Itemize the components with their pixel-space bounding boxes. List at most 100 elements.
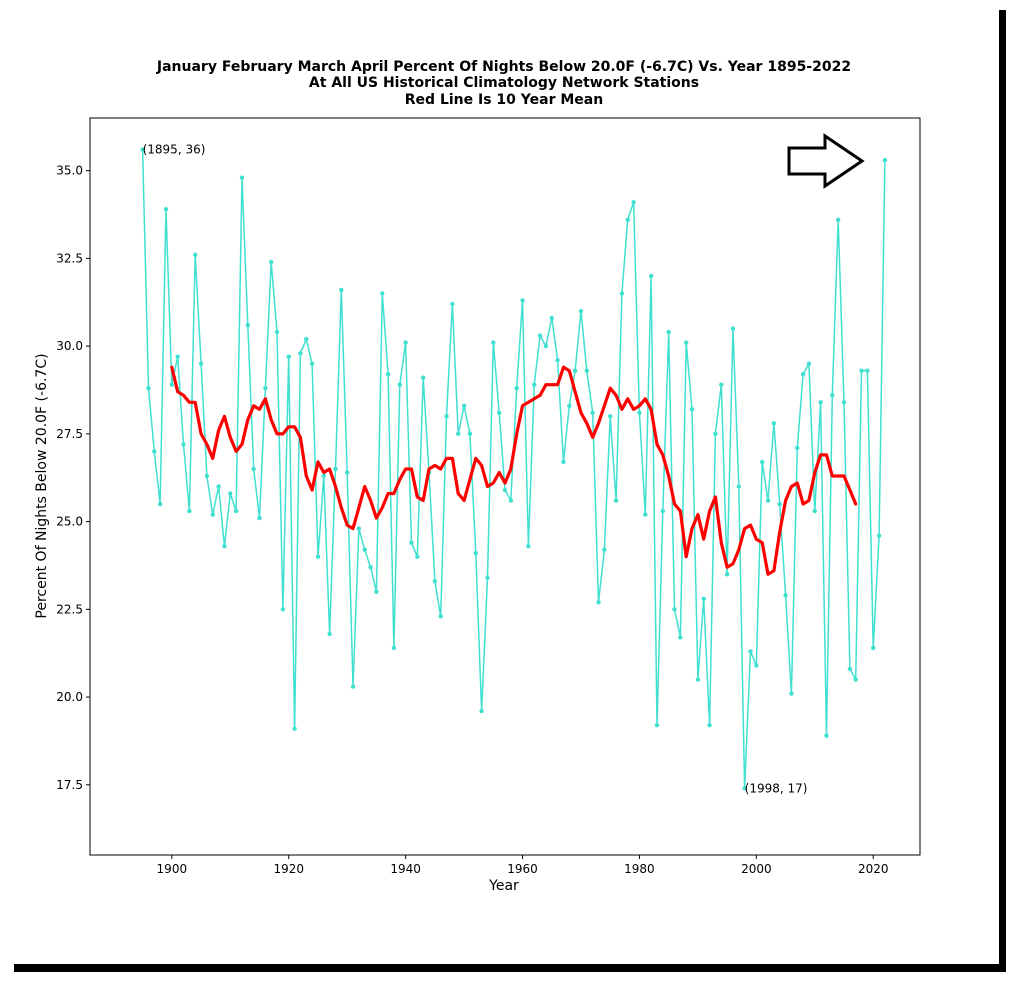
data-point xyxy=(871,645,876,651)
data-point xyxy=(526,543,531,549)
data-point xyxy=(415,554,420,559)
chart-title-line-2: At All US Historical Climatology Network… xyxy=(309,75,699,91)
data-point xyxy=(742,786,747,791)
data-point xyxy=(327,631,332,637)
x-axis: 1900 1920 1940 1960 1980 2000 2020 xyxy=(157,855,889,876)
data-point xyxy=(456,431,461,437)
data-point xyxy=(830,393,835,398)
data-point xyxy=(666,329,671,335)
data-point xyxy=(701,596,706,602)
data-point xyxy=(339,287,344,293)
data-point xyxy=(689,407,695,412)
data-point xyxy=(473,550,478,556)
data-point xyxy=(397,382,402,387)
data-point xyxy=(321,473,327,479)
y-axis-label: Percent Of Nights Below 20.0F (-6.7C) xyxy=(34,353,50,618)
data-point xyxy=(719,382,724,387)
data-point xyxy=(683,340,689,345)
data-point xyxy=(292,726,297,731)
data-point xyxy=(572,368,578,373)
ten-year-mean-line xyxy=(170,365,858,576)
data-point xyxy=(637,410,642,415)
data-point xyxy=(409,540,414,545)
data-point xyxy=(268,259,274,265)
data-point xyxy=(648,273,654,279)
x-tick-label: 1980 xyxy=(624,862,655,876)
data-point xyxy=(631,200,636,205)
data-point xyxy=(333,466,338,472)
data-point xyxy=(163,207,169,212)
data-point xyxy=(654,722,660,728)
data-point xyxy=(713,431,718,437)
data-point xyxy=(602,547,607,552)
data-point xyxy=(496,410,502,415)
data-point xyxy=(251,466,256,472)
data-point xyxy=(344,470,350,475)
data-point xyxy=(847,666,853,672)
data-point xyxy=(707,722,712,728)
y-tick-label: 27.5 xyxy=(56,427,83,441)
data-point xyxy=(759,459,765,465)
data-point xyxy=(444,414,449,419)
data-point xyxy=(824,733,829,738)
data-point xyxy=(532,382,537,387)
data-point xyxy=(286,354,291,359)
data-point xyxy=(356,526,362,531)
data-point xyxy=(175,354,180,359)
data-point xyxy=(695,677,701,682)
y-tick-label: 25.0 xyxy=(56,515,83,529)
data-point xyxy=(309,361,315,366)
data-point xyxy=(882,157,888,163)
annotation-max: (1895, 36) xyxy=(143,143,206,157)
data-point xyxy=(865,368,870,373)
data-point xyxy=(420,375,426,380)
data-point xyxy=(350,684,356,689)
y-tick-label: 22.5 xyxy=(56,602,83,616)
data-point xyxy=(508,498,514,503)
data-point xyxy=(578,308,584,314)
data-point xyxy=(502,487,508,493)
chart-title-line-3: Red Line Is 10 Year Mean xyxy=(405,92,603,108)
data-point xyxy=(438,614,443,619)
data-point xyxy=(479,708,484,714)
y-tick-label: 30.0 xyxy=(56,339,83,353)
data-point xyxy=(403,340,408,345)
data-point xyxy=(736,484,742,489)
data-point xyxy=(467,431,473,437)
data-point xyxy=(239,175,245,180)
data-point xyxy=(730,326,736,331)
data-point xyxy=(771,421,777,426)
data-point xyxy=(549,315,554,321)
data-point xyxy=(596,600,601,605)
data-point xyxy=(228,491,233,496)
data-point xyxy=(157,501,163,507)
data-point xyxy=(748,649,753,654)
data-point xyxy=(385,371,391,377)
data-point xyxy=(204,473,210,479)
data-point xyxy=(800,371,806,377)
data-point xyxy=(514,386,519,391)
x-tick-label: 2000 xyxy=(741,862,772,876)
data-point xyxy=(789,691,794,696)
data-point xyxy=(555,357,560,363)
right-arrow-icon xyxy=(787,133,865,189)
data-point xyxy=(152,449,157,454)
data-point xyxy=(754,663,759,668)
data-point xyxy=(169,382,175,387)
data-point xyxy=(304,336,309,342)
data-point xyxy=(461,403,467,408)
data-point xyxy=(181,442,186,447)
data-point xyxy=(613,498,619,503)
data-point xyxy=(783,593,788,598)
x-axis-label: Year xyxy=(488,878,519,894)
annotation-min: (1998, 17) xyxy=(745,781,808,795)
data-point xyxy=(678,635,683,640)
data-point xyxy=(257,515,262,521)
data-point xyxy=(543,343,549,349)
data-point xyxy=(853,677,858,682)
plot-area xyxy=(89,117,921,856)
data-point xyxy=(841,400,847,405)
x-tick-label: 1960 xyxy=(507,862,538,876)
data-point xyxy=(619,291,625,296)
data-point xyxy=(362,547,367,552)
